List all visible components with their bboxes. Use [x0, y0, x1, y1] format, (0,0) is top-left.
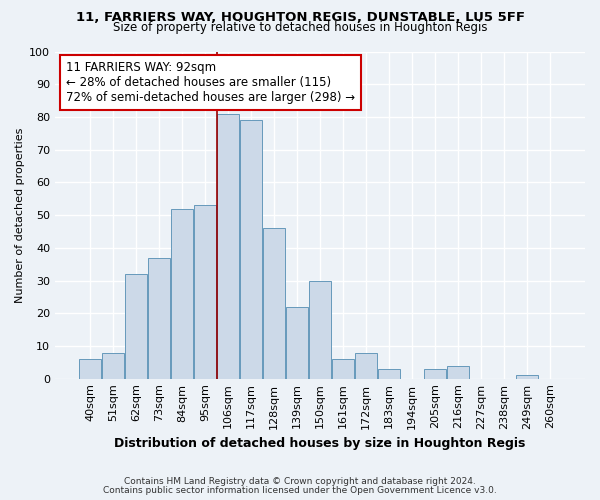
Bar — [424, 369, 446, 378]
Bar — [355, 352, 377, 378]
Bar — [516, 376, 538, 378]
Text: 11 FARRIERS WAY: 92sqm
← 28% of detached houses are smaller (115)
72% of semi-de: 11 FARRIERS WAY: 92sqm ← 28% of detached… — [65, 62, 355, 104]
Text: Contains HM Land Registry data © Crown copyright and database right 2024.: Contains HM Land Registry data © Crown c… — [124, 477, 476, 486]
Bar — [79, 359, 101, 378]
Bar — [240, 120, 262, 378]
Bar — [263, 228, 285, 378]
Bar — [217, 114, 239, 378]
Bar — [125, 274, 147, 378]
Bar — [309, 280, 331, 378]
Bar — [194, 206, 216, 378]
Bar — [148, 258, 170, 378]
X-axis label: Distribution of detached houses by size in Houghton Regis: Distribution of detached houses by size … — [115, 437, 526, 450]
Bar — [332, 359, 354, 378]
Bar — [286, 306, 308, 378]
Text: Size of property relative to detached houses in Houghton Regis: Size of property relative to detached ho… — [113, 22, 487, 35]
Bar — [378, 369, 400, 378]
Y-axis label: Number of detached properties: Number of detached properties — [15, 128, 25, 303]
Text: 11, FARRIERS WAY, HOUGHTON REGIS, DUNSTABLE, LU5 5FF: 11, FARRIERS WAY, HOUGHTON REGIS, DUNSTA… — [76, 11, 524, 24]
Text: Contains public sector information licensed under the Open Government Licence v3: Contains public sector information licen… — [103, 486, 497, 495]
Bar — [171, 208, 193, 378]
Bar — [102, 352, 124, 378]
Bar — [447, 366, 469, 378]
